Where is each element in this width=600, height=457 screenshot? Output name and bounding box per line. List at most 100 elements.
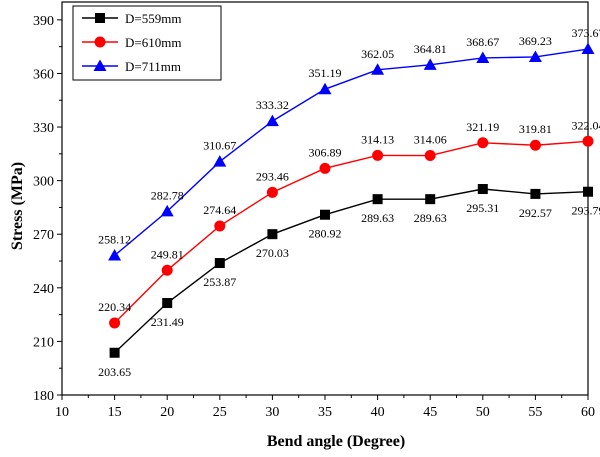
data-point [530,188,541,199]
y-axis-ticks: 180 210 240 270 300 330 360 390 [33,14,62,404]
x-axis-ticks: 10 15 20 25 30 35 40 45 50 55 60 [55,395,595,420]
data-point [529,139,541,151]
data-point [320,209,330,220]
x-axis-title: Bend angle (Degree) [267,433,405,450]
x-tick-label: 45 [423,405,437,420]
data-label: 333.32 [256,98,289,112]
series-line [114,188,589,354]
data-label: 289.63 [361,211,394,225]
x-tick-label: 10 [55,405,69,420]
data-label: 351.19 [309,66,342,80]
data-point [371,63,385,75]
series-D=559mm [109,184,593,358]
data-point [319,162,331,174]
data-point [477,137,489,149]
data-point [108,248,122,261]
data-point [213,155,227,167]
series-line [114,48,589,256]
data-point [425,194,436,205]
data-label: 314.06 [414,133,447,147]
legend-label: D=711mm [125,59,181,74]
legend-marker [95,13,105,23]
data-point [528,50,542,62]
data-point [477,184,488,195]
x-tick-label: 60 [581,405,595,420]
y-tick-label: 240 [33,282,54,297]
series-line [114,140,589,324]
x-tick-label: 20 [160,405,174,420]
series-layer [108,42,595,358]
data-point [581,42,595,55]
data-point [372,149,384,161]
x-tick-label: 25 [213,405,227,420]
y-axis-title: Stress (MPa) [9,162,26,250]
legend-item: D=610mm [82,35,181,50]
legend-item: D=711mm [82,59,181,74]
data-label: 293.79 [572,204,600,218]
x-tick-label: 55 [528,405,542,420]
data-label: 369.23 [519,34,552,48]
data-point [318,82,332,95]
y-tick-label: 270 [33,228,54,243]
data-label: 258.12 [98,232,131,246]
data-point [214,220,226,232]
data-label: 314.13 [361,132,394,146]
data-label: 295.31 [466,201,499,215]
y-tick-label: 180 [33,389,54,404]
series-D=610mm [109,135,594,329]
data-point [266,186,278,198]
data-label: 220.34 [98,300,131,314]
data-label: 249.81 [151,247,184,261]
data-point [161,264,173,276]
legend-label: D=559mm [125,11,181,26]
x-tick-label: 50 [476,405,490,420]
y-tick-label: 210 [33,335,54,350]
data-label: 373.67 [572,26,600,40]
y-tick-label: 390 [33,14,54,29]
data-label: 280.92 [309,227,342,241]
legend-item: D=559mm [82,11,181,26]
data-point [160,204,174,217]
data-label: 322.04 [572,118,600,132]
x-tick-label: 40 [371,405,385,420]
x-tick-label: 30 [265,405,279,420]
data-label: 231.49 [151,315,184,329]
data-point [265,114,279,127]
data-point [162,298,173,309]
data-label: 364.81 [414,42,447,56]
legend-marker [94,36,106,48]
data-point [372,194,383,205]
data-label: 310.67 [203,139,236,153]
data-label: 321.19 [466,120,499,134]
data-label: 282.78 [151,188,184,202]
y-tick-label: 300 [33,175,54,190]
data-point [214,258,225,269]
x-tick-label: 15 [108,405,122,420]
x-tick-label: 35 [318,405,332,420]
data-point [582,135,594,147]
data-labels: 203.65 231.49 253.87 270.03 280.92 289.63 289.… [98,26,600,379]
data-label: 289.63 [414,211,447,225]
series-D=711mm [108,42,595,261]
y-tick-label: 360 [33,67,54,82]
data-label: 270.03 [256,246,289,260]
data-point [267,229,278,240]
data-point [109,317,121,329]
data-label: 203.65 [98,365,131,379]
data-label: 293.46 [256,169,289,183]
data-point [423,58,437,70]
data-label: 319.81 [519,122,552,136]
data-label: 274.64 [203,203,236,217]
data-point [424,150,436,162]
y-tick-label: 330 [33,121,54,136]
data-label: 253.87 [203,275,236,289]
data-label: 292.57 [519,206,552,220]
legend-marker [93,59,107,71]
data-point [583,186,593,197]
data-point [476,51,490,63]
data-label: 362.05 [361,47,394,61]
data-label: 368.67 [466,35,499,49]
data-label: 306.89 [309,145,342,159]
legend-label: D=610mm [125,35,181,50]
